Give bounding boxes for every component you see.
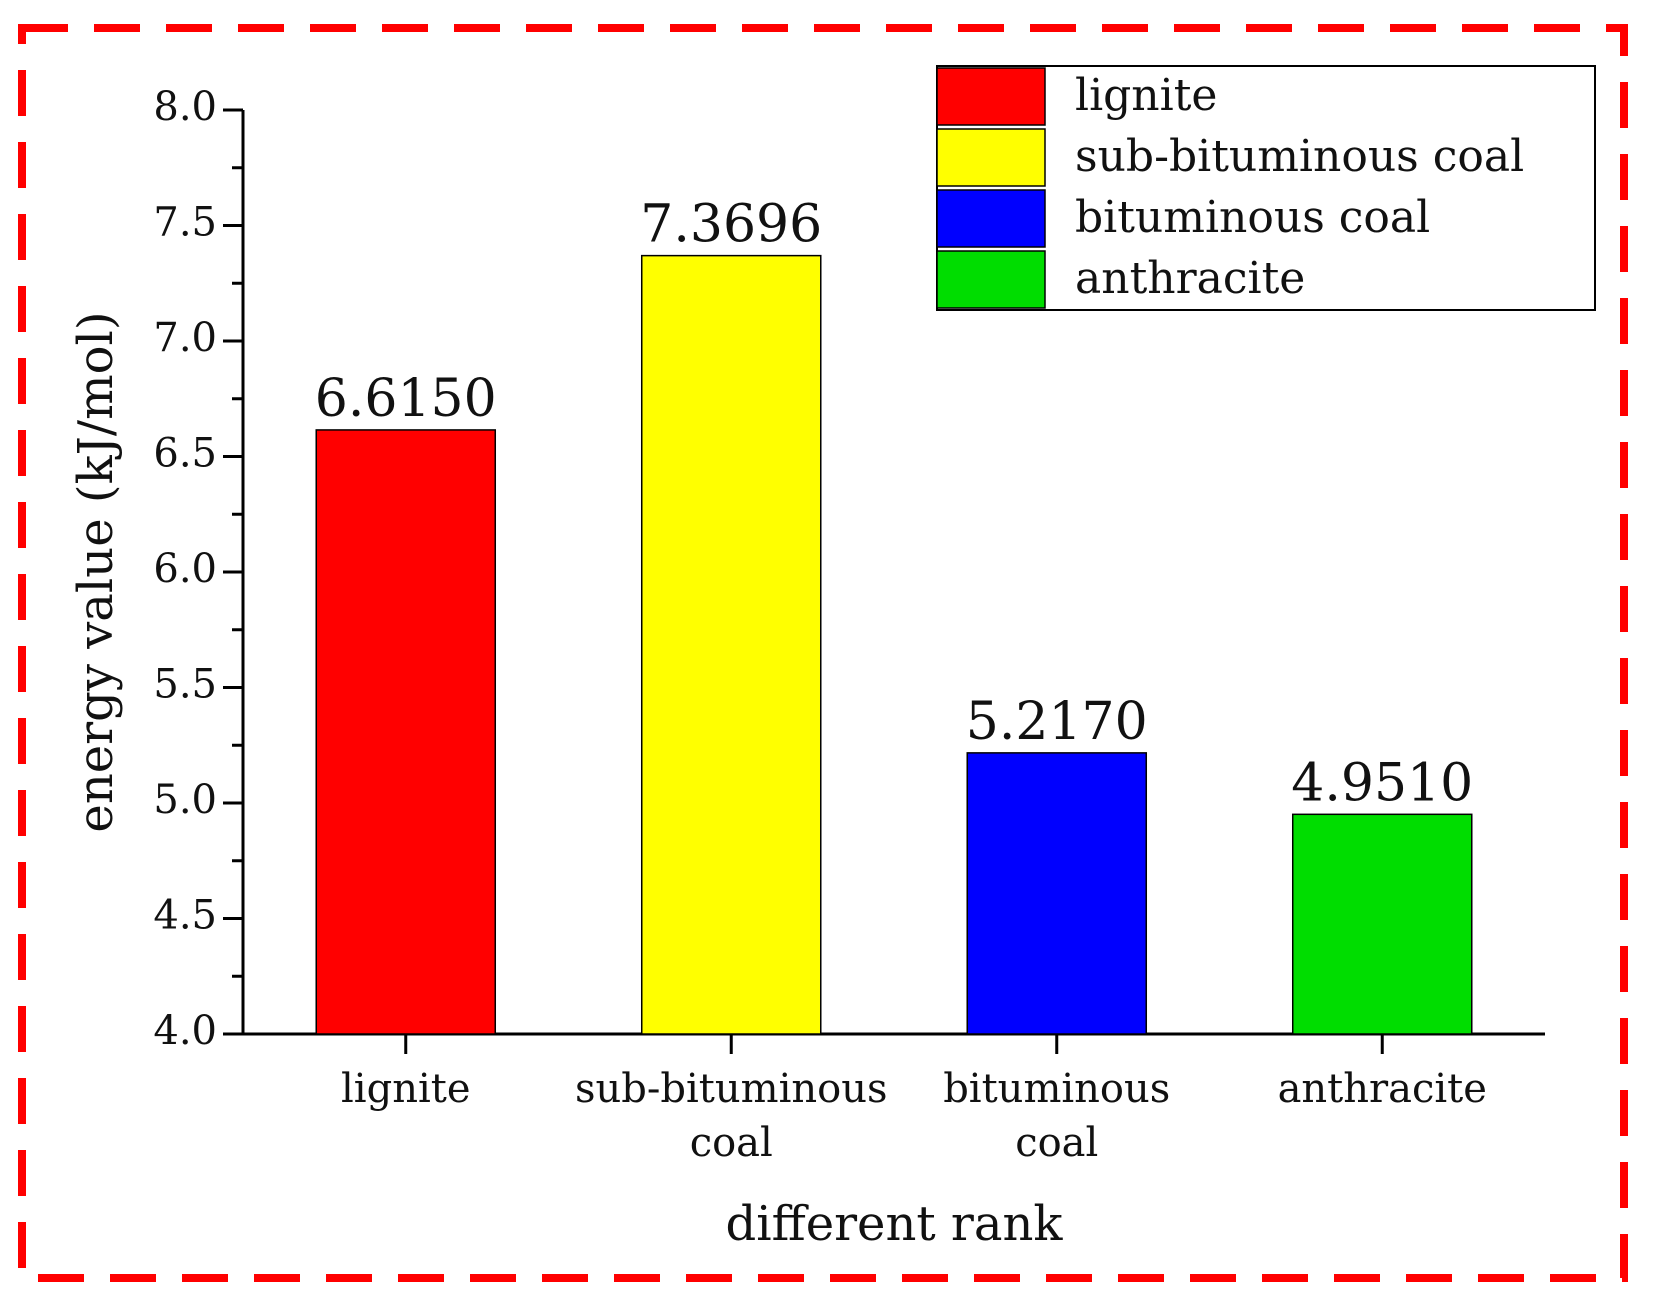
y-tick-label: 7.5 [153,200,217,246]
x-tick-label: sub-bituminous [575,1066,888,1112]
bar-value-label: 7.3696 [640,195,822,255]
x-tick-label: coal [690,1120,773,1166]
legend-swatch-0 [936,67,1046,126]
y-tick-label: 5.0 [153,777,217,823]
y-tick-label: 5.5 [153,662,217,708]
y-axis-title: energy value (kJ/mol) [68,311,124,832]
dashed-frame [18,24,1628,1282]
y-tick-label: 6.0 [153,546,217,592]
legend-entry-label: lignite [1075,70,1217,121]
bar-0 [315,429,497,1035]
legend-swatch-1 [936,128,1046,187]
legend-swatch-3 [936,250,1046,309]
legend-swatch-2 [936,189,1046,248]
bar-value-label: 6.6150 [315,369,497,429]
y-tick-label: 7.0 [153,315,217,361]
bar-value-label: 5.2170 [966,692,1148,752]
legend-entry-label: sub-bituminous coal [1075,131,1524,182]
y-tick-label: 4.0 [153,1008,217,1054]
bar-value-label: 4.9510 [1291,753,1473,813]
x-tick-label: lignite [341,1066,471,1112]
bar-1 [640,254,822,1035]
legend-box [936,65,1596,311]
x-tick-label: coal [1015,1120,1098,1166]
x-tick-label: anthracite [1278,1066,1487,1112]
y-tick-label: 8.0 [153,84,217,130]
bar-3 [1291,813,1473,1035]
legend-entry-label: anthracite [1075,253,1305,304]
y-tick-label: 4.5 [153,893,217,939]
x-tick-label: bituminous [943,1066,1170,1112]
y-tick-label: 6.5 [153,431,217,477]
x-axis-title: different rank [726,1196,1064,1252]
bar-2 [966,752,1148,1035]
legend-entry-label: bituminous coal [1075,192,1430,243]
